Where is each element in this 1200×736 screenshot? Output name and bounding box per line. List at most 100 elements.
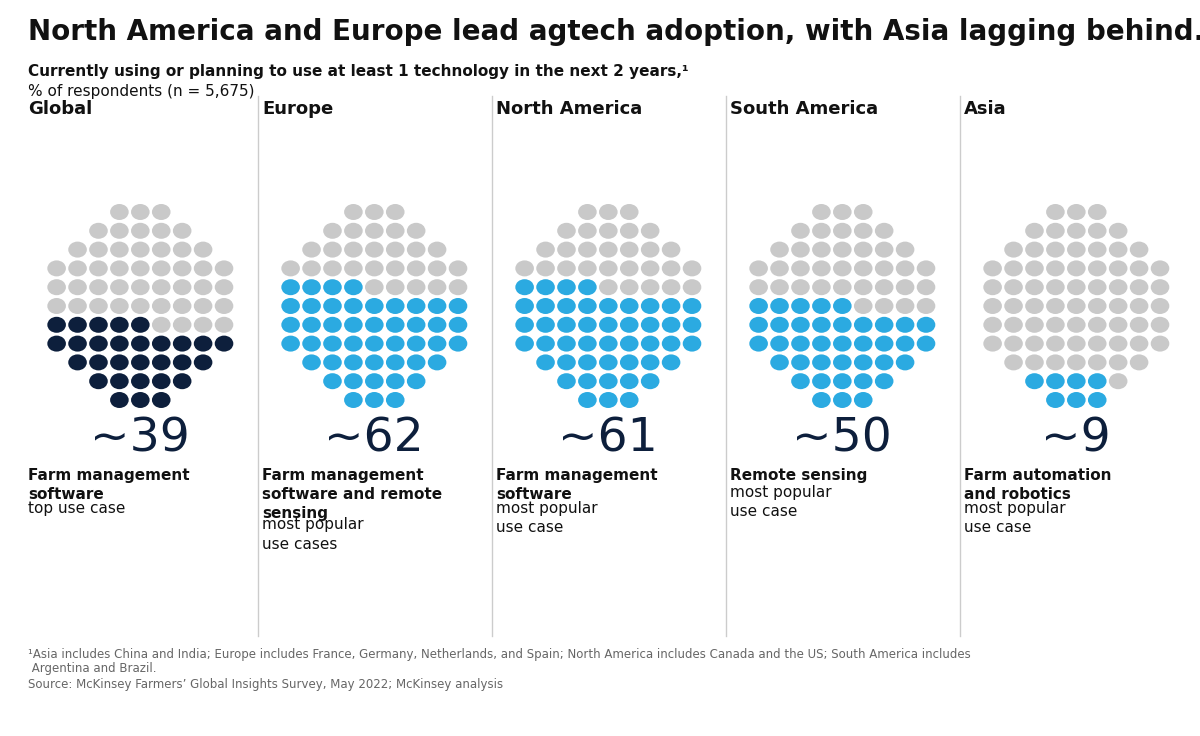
Ellipse shape (131, 279, 150, 295)
Ellipse shape (1129, 241, 1148, 258)
Ellipse shape (791, 355, 810, 370)
Ellipse shape (557, 336, 576, 352)
Ellipse shape (833, 279, 852, 295)
Ellipse shape (427, 316, 446, 333)
Ellipse shape (407, 279, 426, 295)
Ellipse shape (215, 298, 233, 314)
Ellipse shape (1088, 392, 1106, 408)
Ellipse shape (407, 298, 426, 314)
Ellipse shape (131, 241, 150, 258)
Ellipse shape (1025, 316, 1044, 333)
Ellipse shape (1046, 355, 1064, 370)
Ellipse shape (1067, 355, 1086, 370)
Ellipse shape (323, 373, 342, 389)
Ellipse shape (215, 336, 233, 352)
Ellipse shape (193, 316, 212, 333)
Ellipse shape (68, 298, 86, 314)
Ellipse shape (578, 279, 596, 295)
Ellipse shape (68, 316, 86, 333)
Ellipse shape (515, 261, 534, 277)
Ellipse shape (812, 279, 830, 295)
Ellipse shape (89, 298, 108, 314)
Ellipse shape (749, 298, 768, 314)
Ellipse shape (1004, 279, 1022, 295)
Text: Farm management
software: Farm management software (28, 468, 190, 502)
Text: % of respondents (n = 5,675): % of respondents (n = 5,675) (28, 84, 254, 99)
Ellipse shape (854, 336, 872, 352)
Ellipse shape (854, 261, 872, 277)
Ellipse shape (875, 373, 894, 389)
Ellipse shape (1088, 298, 1106, 314)
Ellipse shape (515, 316, 534, 333)
Ellipse shape (110, 336, 128, 352)
Ellipse shape (152, 241, 170, 258)
Ellipse shape (1046, 336, 1064, 352)
Ellipse shape (365, 392, 384, 408)
Ellipse shape (536, 355, 554, 370)
Ellipse shape (1067, 392, 1086, 408)
Ellipse shape (152, 316, 170, 333)
Ellipse shape (812, 241, 830, 258)
Ellipse shape (110, 261, 128, 277)
Ellipse shape (1088, 241, 1106, 258)
Ellipse shape (1046, 204, 1064, 220)
Ellipse shape (173, 316, 192, 333)
Ellipse shape (599, 392, 618, 408)
Ellipse shape (620, 241, 638, 258)
Ellipse shape (323, 261, 342, 277)
Text: most popular
use cases: most popular use cases (262, 517, 364, 552)
Ellipse shape (152, 298, 170, 314)
Ellipse shape (599, 336, 618, 352)
Ellipse shape (173, 336, 192, 352)
Ellipse shape (661, 261, 680, 277)
Ellipse shape (47, 298, 66, 314)
Ellipse shape (173, 355, 192, 370)
Ellipse shape (1109, 223, 1128, 238)
Ellipse shape (110, 355, 128, 370)
Ellipse shape (131, 316, 150, 333)
Ellipse shape (661, 298, 680, 314)
Ellipse shape (1025, 298, 1044, 314)
Ellipse shape (110, 298, 128, 314)
Ellipse shape (323, 298, 342, 314)
Ellipse shape (89, 355, 108, 370)
Ellipse shape (110, 373, 128, 389)
Ellipse shape (854, 373, 872, 389)
Ellipse shape (917, 336, 935, 352)
Ellipse shape (89, 261, 108, 277)
Ellipse shape (578, 336, 596, 352)
Ellipse shape (620, 373, 638, 389)
Ellipse shape (89, 373, 108, 389)
Ellipse shape (386, 204, 404, 220)
Ellipse shape (557, 316, 576, 333)
Text: North America: North America (496, 100, 642, 118)
Ellipse shape (110, 241, 128, 258)
Ellipse shape (110, 279, 128, 295)
Text: Europe: Europe (262, 100, 334, 118)
Ellipse shape (599, 298, 618, 314)
Ellipse shape (1088, 204, 1106, 220)
Ellipse shape (1046, 261, 1064, 277)
Ellipse shape (365, 204, 384, 220)
Ellipse shape (641, 223, 660, 238)
Ellipse shape (536, 261, 554, 277)
Ellipse shape (770, 316, 788, 333)
Ellipse shape (1046, 316, 1064, 333)
Ellipse shape (895, 316, 914, 333)
Ellipse shape (983, 279, 1002, 295)
Ellipse shape (536, 279, 554, 295)
Ellipse shape (152, 373, 170, 389)
Ellipse shape (386, 355, 404, 370)
Text: ¹Asia includes China and India; Europe includes France, Germany, Netherlands, an: ¹Asia includes China and India; Europe i… (28, 648, 971, 661)
Ellipse shape (875, 279, 894, 295)
Ellipse shape (641, 279, 660, 295)
Ellipse shape (791, 316, 810, 333)
Ellipse shape (683, 316, 701, 333)
Ellipse shape (131, 355, 150, 370)
Ellipse shape (791, 298, 810, 314)
Ellipse shape (1109, 261, 1128, 277)
Ellipse shape (812, 223, 830, 238)
Ellipse shape (215, 316, 233, 333)
Ellipse shape (302, 279, 320, 295)
Ellipse shape (599, 261, 618, 277)
